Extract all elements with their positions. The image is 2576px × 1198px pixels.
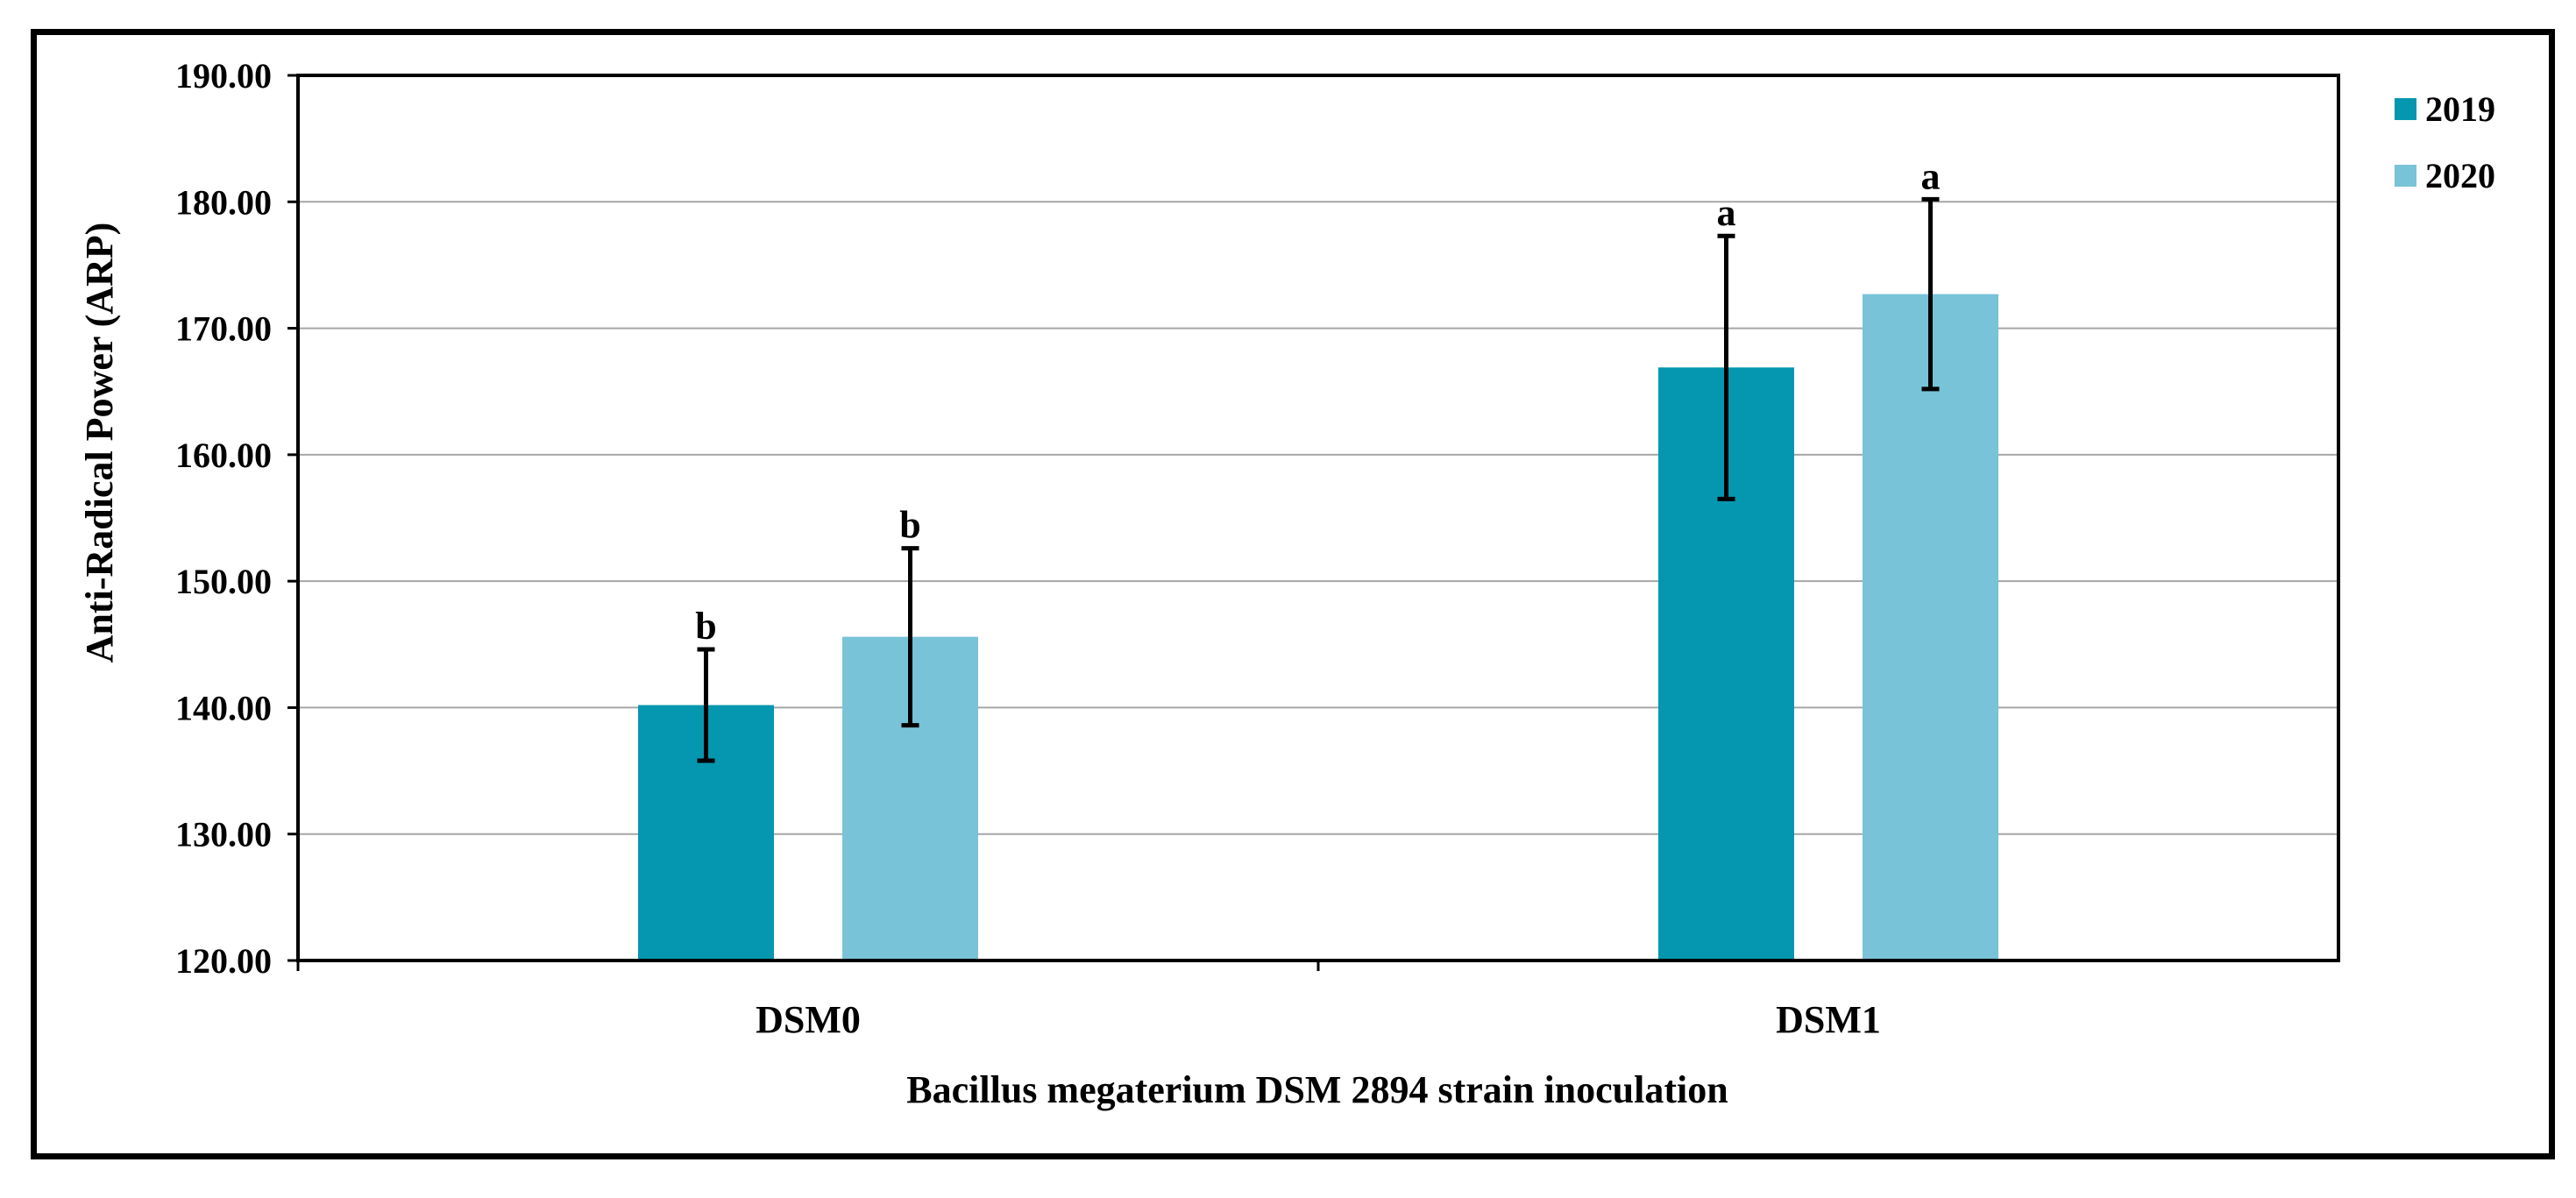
significance-letter: a — [1921, 154, 1941, 197]
significance-letter: b — [899, 504, 920, 547]
x-tick-label: DSM1 — [1776, 998, 1881, 1041]
legend-label-2019: 2019 — [2425, 89, 2495, 129]
legend: 2019 2020 — [2395, 89, 2495, 195]
bars — [638, 294, 1998, 961]
x-tick-labels: DSM0 DSM1 — [296, 961, 1881, 1041]
error-bars — [697, 196, 1940, 763]
x-axis-title: Bacillus megaterium DSM 2894 strain inoc… — [906, 1068, 1728, 1111]
chart-frame — [31, 29, 2555, 1159]
y-tick-label: 190.00 — [175, 56, 272, 96]
significance-letter: b — [695, 605, 716, 648]
plot-area-border — [296, 74, 2340, 962]
legend-swatch-2020 — [2395, 165, 2416, 187]
y-tick-label: 120.00 — [175, 941, 272, 981]
y-tick-label: 140.00 — [175, 688, 272, 727]
y-axis-title: Anti-Radical Power (ARP) — [78, 223, 121, 663]
bar-2020-DSM1 — [1863, 294, 1998, 961]
y-tick-label: 130.00 — [175, 815, 272, 854]
significance-letter: a — [1717, 191, 1736, 234]
y-tick-label: 170.00 — [175, 309, 272, 349]
significance-letters: b b a a — [695, 154, 1940, 648]
legend-swatch-2019 — [2395, 98, 2416, 120]
y-tick-label: 180.00 — [175, 182, 272, 222]
y-tick-label: 160.00 — [175, 436, 272, 475]
x-tick-label: DSM0 — [756, 998, 861, 1041]
y-tick-label: 150.00 — [175, 562, 272, 601]
legend-label-2020: 2020 — [2425, 156, 2495, 195]
gridlines — [298, 74, 2338, 961]
y-tick-labels: 120.00 130.00 140.00 150.00 160.00 170.00 180.… — [175, 56, 298, 981]
